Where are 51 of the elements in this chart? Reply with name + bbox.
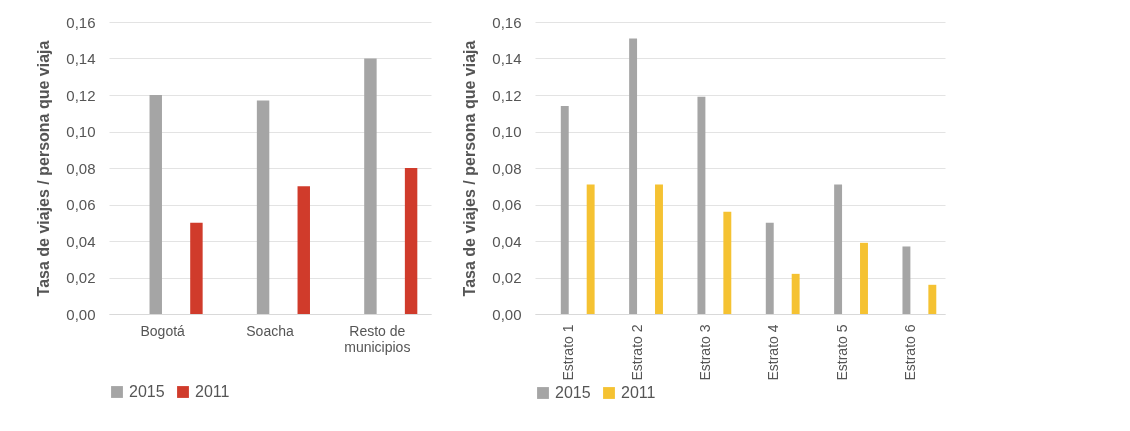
y-tick-label: 0,10 [492,123,522,140]
bar [586,184,595,314]
y-tick-label: 0,00 [66,305,96,323]
y-tick-label: 0,10 [66,123,96,140]
y-tick-label: 0,14 [492,50,522,67]
bar [364,58,377,314]
bar [190,222,203,314]
bar [765,222,774,314]
bar [256,100,270,314]
x-tick-label: Estrato 6 [901,324,918,381]
bar [902,246,911,314]
bar [297,186,310,314]
y-axis-title: Tasa de viajes / persona que viaja [461,40,479,297]
bar [860,242,868,314]
legend-label: 2011 [621,384,656,401]
x-tick-label: Bogotá [140,322,186,339]
bar [723,211,732,314]
x-tick-label: Estrato 4 [765,324,782,381]
y-tick-label: 0,16 [492,13,522,31]
y-tick-label: 0,04 [492,232,522,250]
y-tick-label: 0,08 [66,159,96,177]
y-tick-label: 0,16 [66,13,96,31]
bar [791,273,800,314]
y-axis-title: Tasa de viajes / persona que viaja [35,40,53,297]
y-tick-label: 0,12 [66,86,96,104]
y-tick-label: 0,08 [492,159,522,177]
bar [560,105,569,314]
bar [928,284,937,314]
x-tick-label: Estrato 1 [560,324,577,381]
bar [697,96,706,314]
x-tick-label: Soacha [246,322,294,339]
bar [629,38,638,314]
legend-label: 2011 [195,383,230,400]
x-tick-label: Estrato 3 [696,324,713,381]
legend-label: 2015 [129,383,165,400]
y-tick-label: 0,14 [66,50,96,67]
x-tick-label: Estrato 2 [628,324,645,381]
bar [149,95,162,314]
y-tick-label: 0,06 [492,196,522,213]
bar [834,184,843,314]
bar [404,168,418,314]
y-tick-label: 0,12 [492,86,522,104]
bar [655,184,663,314]
legend-label: 2015 [555,384,591,401]
y-tick-label: 0,06 [66,196,96,213]
x-tick-label: Resto de municipios [344,322,411,355]
y-tick-label: 0,00 [492,305,522,323]
x-tick-label: Estrato 5 [833,324,850,381]
y-tick-label: 0,02 [66,269,96,286]
y-tick-label: 0,02 [492,269,522,286]
y-tick-label: 0,04 [66,232,96,250]
